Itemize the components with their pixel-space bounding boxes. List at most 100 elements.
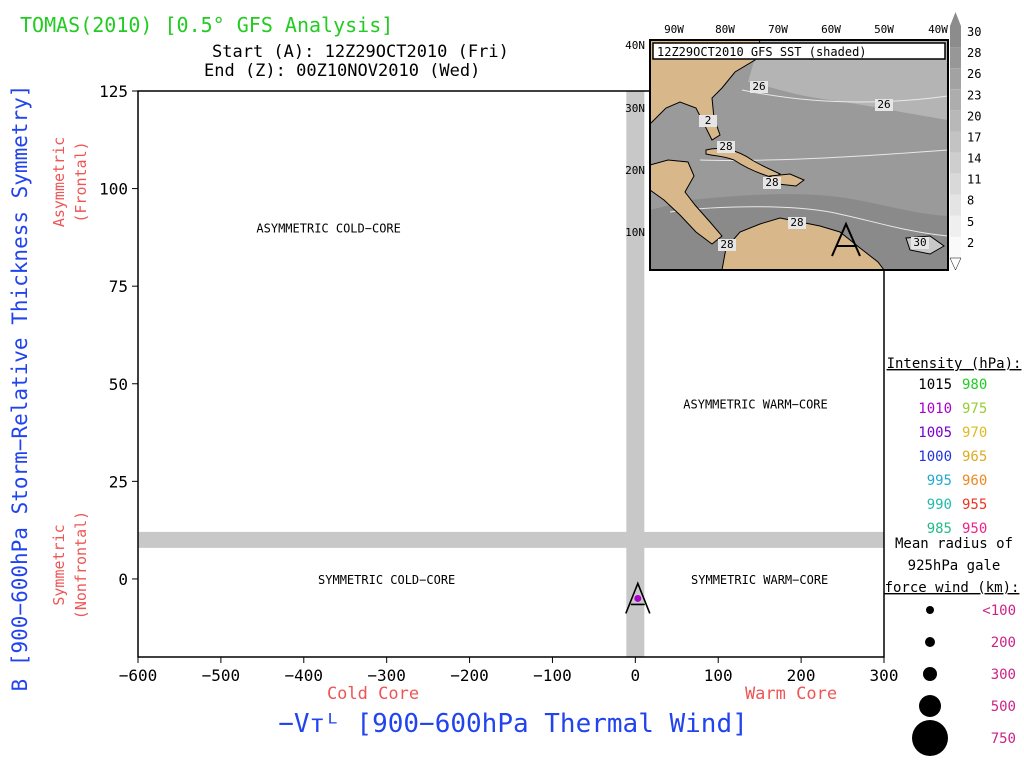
inset-longitude-label: 50W bbox=[874, 23, 894, 36]
y-tick-label: 0 bbox=[118, 570, 128, 589]
inset-longitude-label: 70W bbox=[768, 23, 788, 36]
inset-start-marker bbox=[831, 221, 861, 257]
plot-frame bbox=[137, 90, 885, 658]
start-time: Start (A): 12Z29OCT2010 (Fri) bbox=[212, 42, 509, 62]
track-start-marker bbox=[625, 581, 651, 614]
colorbar-label: 8 bbox=[967, 194, 974, 208]
chart-title: TOMAS(2010) [0.5° GFS Analysis] bbox=[20, 13, 393, 37]
colorbar-swatch bbox=[950, 152, 961, 174]
radius-legend-title-3: force wind (km): bbox=[885, 580, 1020, 596]
inset-title-box bbox=[652, 42, 946, 60]
colorbar-swatch bbox=[950, 215, 961, 237]
inset-longitude-label: 40W bbox=[928, 23, 948, 36]
intensity-value: 1000 bbox=[918, 449, 952, 465]
inset-contour-label: 28 bbox=[719, 140, 732, 153]
inset-contour-label: 26 bbox=[877, 98, 890, 111]
colorbar-top-arrow bbox=[950, 12, 961, 26]
inset-contour-label-bg bbox=[699, 115, 717, 127]
cold-core-label: Cold Core bbox=[327, 684, 419, 704]
inset-latitude-label: 30N bbox=[625, 102, 645, 115]
quadrant-label: ASYMMETRIC COLD−CORE bbox=[256, 222, 401, 236]
inset-contour-label: 28 bbox=[720, 238, 733, 251]
inset-contour-label-bg bbox=[718, 239, 736, 251]
inset-north-america bbox=[649, 39, 761, 141]
y-tick-label: 100 bbox=[99, 180, 128, 199]
inset-contour-label-bg bbox=[750, 81, 768, 93]
warm-core-label: Warm Core bbox=[745, 684, 837, 704]
colorbar-swatch bbox=[950, 68, 961, 90]
inset-contour bbox=[699, 149, 949, 162]
inset-title: 12Z29OCT2010 GFS SST (shaded) bbox=[657, 45, 867, 59]
wind-radius-swatch bbox=[919, 695, 941, 717]
x-tick-label: −200 bbox=[450, 666, 489, 685]
inset-contour-label: 28 bbox=[765, 176, 778, 189]
wind-radius-label: 300 bbox=[991, 667, 1016, 683]
inset-contour-label: 28 bbox=[790, 216, 803, 229]
intensity-value: 955 bbox=[962, 497, 987, 513]
colorbar-swatch bbox=[950, 173, 961, 195]
colorbar-swatch bbox=[950, 236, 961, 258]
symmetric-label: Symmetric bbox=[50, 524, 68, 605]
inset-latitude-label: 10N bbox=[625, 226, 645, 239]
colorbar-label: 26 bbox=[967, 67, 981, 81]
radius-legend-title-1: Mean radius of bbox=[895, 536, 1013, 552]
wind-radius-label: 200 bbox=[991, 635, 1016, 651]
inset-longitude-label: 80W bbox=[715, 23, 735, 36]
inset-longitude-label: 90W bbox=[664, 23, 684, 36]
asymmetric-label: Asymmetric bbox=[50, 137, 68, 227]
colorbar-label: 28 bbox=[967, 46, 981, 60]
colorbar-swatch bbox=[950, 89, 961, 111]
inset-contour bbox=[741, 89, 949, 103]
end-time: End (Z): 00Z10NOV2010 (Wed) bbox=[204, 61, 480, 81]
nonfrontal-label: (Nonfrontal) bbox=[72, 511, 90, 619]
inset-contour-label-bg bbox=[911, 237, 929, 249]
inset-longitude-label: 60W bbox=[821, 23, 841, 36]
y-tick-label: 25 bbox=[109, 472, 128, 491]
intensity-value: 990 bbox=[927, 497, 952, 513]
wind-radius-label: <100 bbox=[982, 603, 1016, 619]
y-tick-label: 75 bbox=[109, 277, 128, 296]
track-point bbox=[634, 594, 642, 602]
colorbar-label: 14 bbox=[967, 152, 981, 166]
y-tick-label: 50 bbox=[109, 375, 128, 394]
wind-radius-swatch bbox=[925, 637, 935, 647]
intensity-value: 995 bbox=[927, 473, 952, 489]
intensity-value: 1005 bbox=[918, 425, 952, 441]
colorbar-swatch bbox=[950, 26, 961, 48]
wind-radius-swatch bbox=[923, 667, 937, 681]
intensity-value: 965 bbox=[962, 449, 987, 465]
inset-south-america bbox=[721, 217, 885, 271]
intensity-legend-title: Intensity (hPa): bbox=[887, 356, 1022, 372]
colorbar-label: 2 bbox=[967, 236, 974, 250]
inset-central-america bbox=[649, 159, 723, 245]
horizontal-reference-band bbox=[138, 531, 884, 548]
intensity-value: 985 bbox=[927, 521, 952, 537]
plot-area: −600 −500 −400 −300 −200 −100 0 100 200 300 0 25 50… bbox=[99, 82, 898, 685]
colorbar-label: 20 bbox=[967, 109, 981, 123]
y-tick-label: 125 bbox=[99, 82, 128, 101]
colorbar-label: 30 bbox=[967, 25, 981, 39]
sst-inset-map: 26 26 2 28 28 28 28 30 12Z29OCT2010 GFS SST (sh… bbox=[625, 12, 981, 271]
inset-cool-water bbox=[748, 40, 948, 120]
x-tick-label: −300 bbox=[367, 666, 406, 685]
intensity-value: 970 bbox=[962, 425, 987, 441]
inset-latitude-label: 20N bbox=[625, 164, 645, 177]
y-axis-label: B [900−600hPa Storm−Relative Thickness S… bbox=[8, 85, 32, 692]
inset-marker-letter bbox=[831, 221, 861, 257]
wind-radius-label: 500 bbox=[991, 699, 1016, 715]
colorbar-label: 5 bbox=[967, 215, 974, 229]
inset-contour-label-bg bbox=[763, 177, 781, 189]
quadrant-label: SYMMETRIC WARM−CORE bbox=[691, 573, 828, 587]
inset-contour-label-bg bbox=[875, 99, 893, 111]
intensity-value: 950 bbox=[962, 521, 987, 537]
x-tick-label: 200 bbox=[787, 666, 816, 685]
intensity-value: 975 bbox=[962, 401, 987, 417]
colorbar-swatch bbox=[950, 110, 961, 132]
wind-radius-swatch bbox=[926, 606, 934, 614]
radius-legend-title-2: 925hPa gale bbox=[908, 558, 1001, 574]
x-tick-label: −600 bbox=[119, 666, 158, 685]
x-tick-label: −500 bbox=[202, 666, 241, 685]
quadrant-label: SYMMETRIC COLD−CORE bbox=[318, 573, 455, 587]
x-tick-label: 100 bbox=[704, 666, 733, 685]
